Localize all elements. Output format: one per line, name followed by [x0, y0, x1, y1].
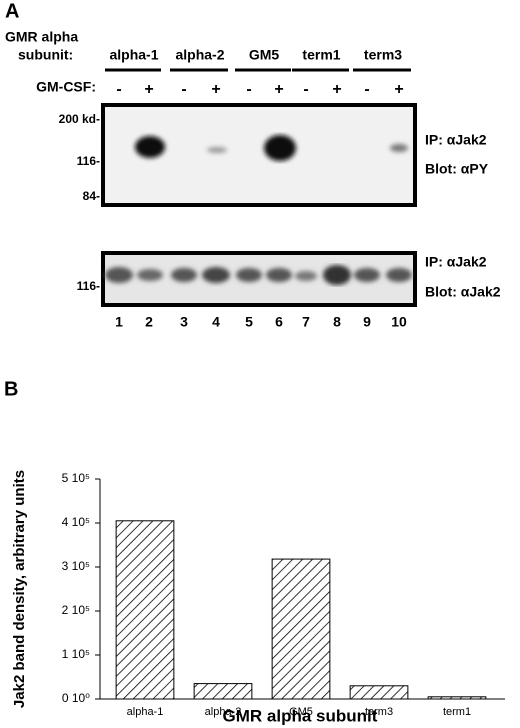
blot-antibody: Blot: αJak2 [425, 284, 501, 300]
group-label: alpha-1 [109, 47, 158, 63]
lane-number: 6 [275, 314, 283, 330]
treatment-sign: + [211, 81, 220, 98]
x-tick-label: term1 [443, 706, 471, 718]
x-tick-label: term3 [365, 706, 393, 718]
bar [193, 683, 253, 700]
group-label: alpha-2 [175, 47, 224, 63]
lane-number: 1 [115, 314, 123, 330]
blot-antibody: Blot: αPY [425, 161, 489, 177]
bar [427, 696, 487, 700]
group-label: term1 [302, 47, 340, 63]
x-tick-label: alpha-1 [127, 706, 164, 718]
y-tick-label: 5 10⁵ [62, 471, 90, 485]
lane-number: 9 [363, 314, 371, 330]
y-tick-label: 0 10⁰ [62, 691, 90, 705]
treatment-sign: - [246, 81, 251, 98]
y-tick-label: 1 10⁵ [62, 647, 90, 661]
treatment-label: GM-CSF: [36, 79, 96, 95]
lane-number: 4 [212, 314, 220, 330]
treatment-sign: + [332, 81, 341, 98]
bar [349, 685, 409, 700]
treatment-sign: + [274, 81, 283, 98]
lane-number: 3 [180, 314, 188, 330]
treatment-sign: - [181, 81, 186, 98]
blot-1-bands [135, 135, 408, 161]
size-marker: 200 kd- [59, 112, 100, 126]
size-marker: 116- [77, 279, 100, 293]
row-title: subunit: [18, 47, 73, 63]
lane-number: 10 [391, 314, 407, 330]
y-axis-title: Jak2 band density, arbitrary units [11, 470, 28, 708]
group-label: GM5 [249, 47, 280, 63]
lane-number: 7 [302, 314, 310, 330]
treatment-sign: + [394, 81, 403, 98]
treatment-sign: + [144, 81, 153, 98]
blot-2-bands [105, 265, 412, 285]
x-tick-label: alpha-2 [205, 706, 242, 718]
size-marker: 116- [77, 154, 100, 168]
panel-label: A [5, 0, 19, 22]
blot-ip: IP: αJak2 [425, 132, 487, 148]
treatment-sign: - [303, 81, 308, 98]
panel-a [101, 103, 417, 307]
lane-number: 2 [145, 314, 153, 330]
treatment-sign: - [116, 81, 121, 98]
blot-ip: IP: αJak2 [425, 254, 487, 270]
lane-number: 8 [333, 314, 341, 330]
panel-label: B [4, 378, 18, 400]
x-tick-label: GM5 [289, 706, 313, 718]
y-tick-label: 4 10⁵ [62, 515, 90, 529]
lane-number: 5 [245, 314, 253, 330]
size-marker: 84- [83, 189, 100, 203]
bar [115, 520, 175, 700]
row-title: GMR alpha [5, 29, 78, 45]
y-tick-label: 3 10⁵ [62, 559, 90, 573]
bar [271, 558, 331, 700]
x-axis-title: GMR alpha subunit [223, 706, 378, 725]
treatment-sign: - [364, 81, 369, 98]
y-tick-label: 2 10⁵ [62, 603, 90, 617]
group-label: term3 [364, 47, 402, 63]
